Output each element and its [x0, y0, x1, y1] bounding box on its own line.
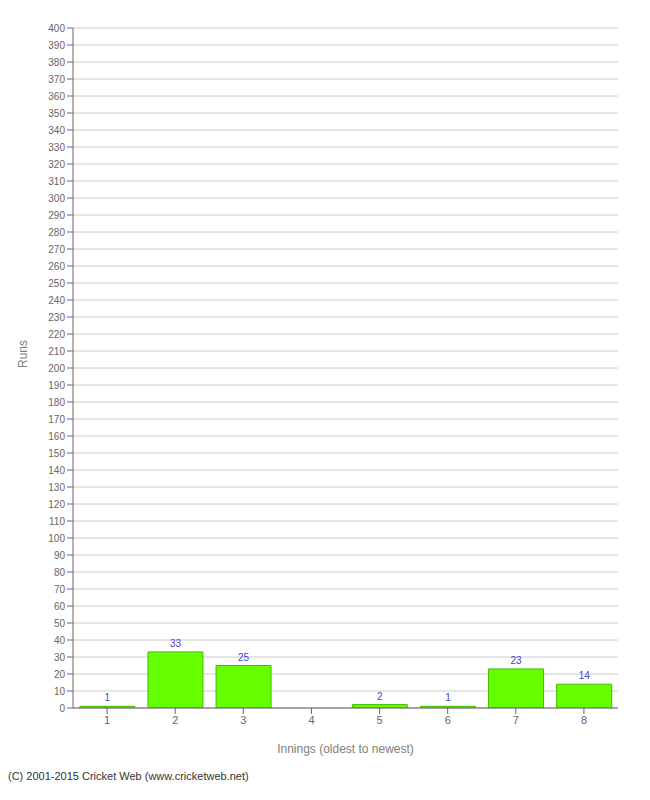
svg-text:170: 170: [48, 414, 65, 425]
svg-text:0: 0: [59, 703, 65, 714]
svg-text:20: 20: [54, 669, 66, 680]
svg-text:80: 80: [54, 567, 66, 578]
svg-text:10: 10: [54, 686, 66, 697]
svg-text:5: 5: [377, 714, 383, 726]
svg-text:340: 340: [48, 125, 65, 136]
svg-text:120: 120: [48, 499, 65, 510]
svg-text:60: 60: [54, 601, 66, 612]
svg-text:370: 370: [48, 74, 65, 85]
svg-text:220: 220: [48, 329, 65, 340]
svg-text:280: 280: [48, 227, 65, 238]
svg-text:3: 3: [240, 714, 246, 726]
svg-text:4: 4: [308, 714, 314, 726]
svg-text:200: 200: [48, 363, 65, 374]
svg-text:23: 23: [511, 655, 523, 666]
svg-text:360: 360: [48, 91, 65, 102]
svg-text:50: 50: [54, 618, 66, 629]
svg-text:130: 130: [48, 482, 65, 493]
svg-text:180: 180: [48, 397, 65, 408]
svg-text:350: 350: [48, 108, 65, 119]
svg-text:2: 2: [377, 691, 383, 702]
svg-text:2: 2: [172, 714, 178, 726]
svg-text:260: 260: [48, 261, 65, 272]
svg-text:Innings (oldest to newest): Innings (oldest to newest): [277, 742, 414, 756]
svg-text:330: 330: [48, 142, 65, 153]
svg-text:1: 1: [105, 692, 111, 703]
svg-text:110: 110: [49, 516, 65, 527]
svg-text:390: 390: [48, 40, 65, 51]
svg-text:7: 7: [513, 714, 519, 726]
svg-text:6: 6: [445, 714, 451, 726]
svg-text:Runs: Runs: [16, 340, 30, 368]
svg-text:250: 250: [48, 278, 65, 289]
svg-text:25: 25: [238, 652, 250, 663]
html-text:(C) 2001-2015 Cricket Web (www: (C) 2001-2015 Cricket Web (www.cricketwe…: [8, 770, 249, 782]
svg-text:270: 270: [48, 244, 65, 255]
svg-text:160: 160: [48, 431, 65, 442]
svg-text:1: 1: [445, 692, 451, 703]
svg-text:320: 320: [48, 159, 65, 170]
svg-text:100: 100: [48, 533, 65, 544]
svg-text:240: 240: [48, 295, 65, 306]
svg-text:150: 150: [48, 448, 65, 459]
svg-text:14: 14: [579, 670, 591, 681]
svg-text:1: 1: [104, 714, 110, 726]
svg-text:70: 70: [54, 584, 66, 595]
svg-text:210: 210: [48, 346, 65, 357]
svg-text:400: 400: [48, 23, 65, 34]
svg-text:30: 30: [54, 652, 66, 663]
svg-text:33: 33: [170, 638, 182, 649]
svg-text:8: 8: [581, 714, 587, 726]
svg-text:290: 290: [48, 210, 65, 221]
svg-text:310: 310: [48, 176, 65, 187]
svg-text:140: 140: [48, 465, 65, 476]
svg-text:90: 90: [54, 550, 66, 561]
svg-text:300: 300: [48, 193, 65, 204]
svg-text:40: 40: [54, 635, 66, 646]
svg-text:230: 230: [48, 312, 65, 323]
svg-text:380: 380: [48, 57, 65, 68]
svg-text:190: 190: [48, 380, 65, 391]
